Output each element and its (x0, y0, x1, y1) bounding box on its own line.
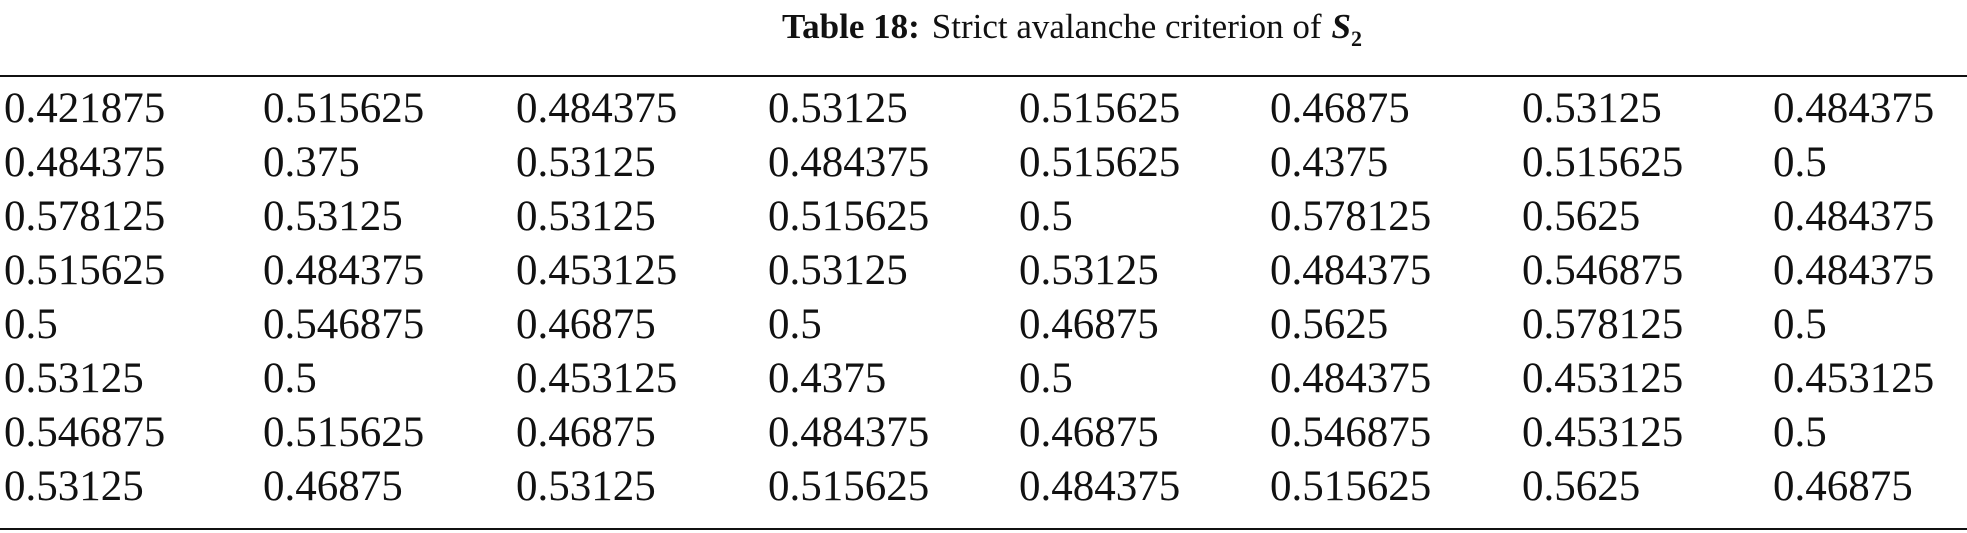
table-cell: 0.484375 (768, 409, 929, 456)
table-cell: 0.5625 (1522, 463, 1640, 510)
table-cell: 0.484375 (1773, 85, 1934, 132)
table-cell: 0.5 (1773, 139, 1827, 186)
table-cell: 0.484375 (1019, 463, 1180, 510)
caption-subscript: 2 (1351, 26, 1362, 51)
table-cell: 0.421875 (4, 85, 165, 132)
table-cell: 0.5 (1019, 355, 1073, 402)
table-cell: 0.484375 (768, 139, 929, 186)
table-cell: 0.484375 (1773, 193, 1934, 240)
table-cell: 0.53125 (4, 463, 144, 510)
table-cell: 0.578125 (1270, 193, 1431, 240)
table-cell: 0.53125 (768, 85, 908, 132)
table-cell: 0.4375 (1270, 139, 1388, 186)
table-cell: 0.515625 (1522, 139, 1683, 186)
caption-symbol: S (1331, 7, 1350, 46)
table-cell: 0.53125 (516, 193, 656, 240)
table-cell: 0.5625 (1270, 301, 1388, 348)
table-cell: 0.515625 (1019, 85, 1180, 132)
table-cell: 0.53125 (4, 355, 144, 402)
table-cell: 0.546875 (1522, 247, 1683, 294)
table-cell: 0.546875 (263, 301, 424, 348)
table-cell: 0.453125 (516, 247, 677, 294)
table-cell: 0.46875 (1270, 85, 1410, 132)
table-cell: 0.484375 (516, 85, 677, 132)
table-cell: 0.53125 (516, 463, 656, 510)
table-cell: 0.484375 (1270, 247, 1431, 294)
table-cell: 0.546875 (1270, 409, 1431, 456)
table-cell: 0.53125 (516, 139, 656, 186)
table-cell: 0.5 (1019, 193, 1073, 240)
table-cell: 0.515625 (1270, 463, 1431, 510)
table-cell: 0.484375 (263, 247, 424, 294)
table-cell: 0.453125 (1773, 355, 1934, 402)
caption-label: Table 18: (782, 7, 920, 46)
table-cell: 0.46875 (516, 409, 656, 456)
table-cell: 0.375 (263, 139, 360, 186)
table-cell: 0.5 (1773, 409, 1827, 456)
table-cell: 0.4375 (768, 355, 886, 402)
table-cell: 0.515625 (263, 409, 424, 456)
table-cell: 0.46875 (516, 301, 656, 348)
table-cell: 0.515625 (768, 463, 929, 510)
table-cell: 0.53125 (1019, 247, 1159, 294)
table-cell: 0.453125 (1522, 355, 1683, 402)
caption: Table 18: Strict avalanche criterion of S2 (782, 7, 1362, 51)
table-cell: 0.484375 (4, 139, 165, 186)
table-cell: 0.5 (768, 301, 822, 348)
table-cell: 0.5 (4, 301, 58, 348)
table-cell: 0.453125 (516, 355, 677, 402)
table-cell: 0.53125 (768, 247, 908, 294)
table-cell: 0.46875 (263, 463, 403, 510)
table-cell: 0.53125 (263, 193, 403, 240)
table-cell: 0.515625 (263, 85, 424, 132)
table-cell: 0.5 (263, 355, 317, 402)
table-cell: 0.515625 (4, 247, 165, 294)
table-cell: 0.46875 (1019, 409, 1159, 456)
table-cell: 0.515625 (768, 193, 929, 240)
table-cell: 0.453125 (1522, 409, 1683, 456)
table-cell: 0.53125 (1522, 85, 1662, 132)
table-cell: 0.546875 (4, 409, 165, 456)
table-cell: 0.46875 (1773, 463, 1913, 510)
table-cell: 0.578125 (4, 193, 165, 240)
table-cell: 0.5625 (1522, 193, 1640, 240)
table-cell: 0.484375 (1773, 247, 1934, 294)
table-cell: 0.484375 (1270, 355, 1431, 402)
table-cell: 0.515625 (1019, 139, 1180, 186)
table-cell: 0.5 (1773, 301, 1827, 348)
table-cell: 0.578125 (1522, 301, 1683, 348)
caption-text: Strict avalanche criterion of (932, 7, 1322, 46)
table-cell: 0.46875 (1019, 301, 1159, 348)
